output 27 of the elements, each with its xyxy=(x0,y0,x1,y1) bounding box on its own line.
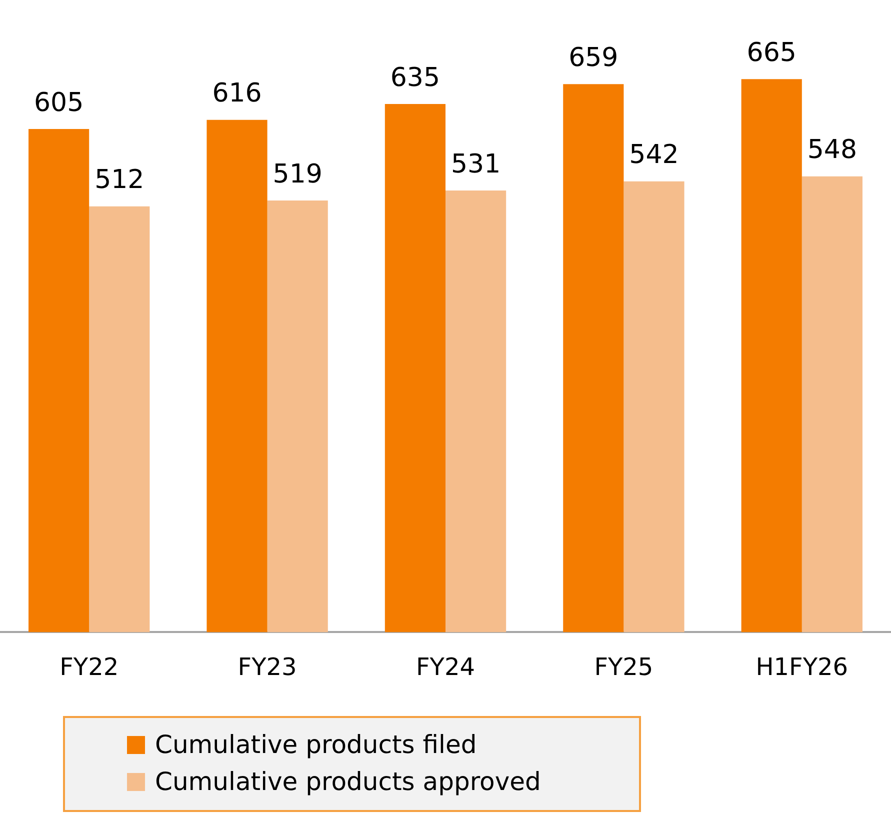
data-label: 512 xyxy=(94,165,144,196)
bar xyxy=(802,176,862,632)
legend-label: Cumulative products filed xyxy=(155,730,477,759)
data-label: 635 xyxy=(390,62,440,93)
x-tick-label: FY23 xyxy=(238,652,297,681)
data-label: 531 xyxy=(450,149,501,180)
x-tick-label: FY24 xyxy=(416,652,476,681)
data-label: 542 xyxy=(629,140,679,170)
bar xyxy=(446,190,506,632)
bar xyxy=(28,129,90,632)
x-tick-label: H1FY26 xyxy=(756,652,848,681)
bar xyxy=(741,79,802,632)
data-label: 548 xyxy=(807,135,858,166)
data-label: 616 xyxy=(212,78,262,109)
bar xyxy=(206,120,268,632)
data-label: 605 xyxy=(34,88,84,118)
legend-label: Cumulative products approved xyxy=(155,767,541,796)
data-label: 659 xyxy=(568,42,618,73)
data-label: 519 xyxy=(272,159,322,190)
data-label: 665 xyxy=(746,38,796,68)
bar xyxy=(384,104,446,632)
x-tick-label: FY25 xyxy=(594,652,654,681)
bar xyxy=(89,206,150,632)
bar xyxy=(267,200,328,632)
x-tick-label: FY22 xyxy=(60,652,119,681)
bar xyxy=(624,181,684,632)
bar xyxy=(563,84,624,632)
